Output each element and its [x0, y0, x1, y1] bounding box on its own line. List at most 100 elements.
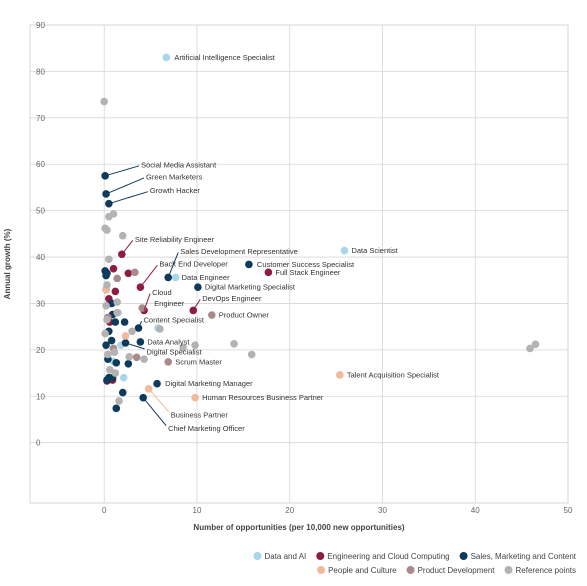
- point: [109, 264, 118, 273]
- point: [113, 308, 121, 317]
- point: [162, 53, 171, 62]
- leader-line: [104, 165, 140, 177]
- point: [103, 315, 111, 324]
- point: [100, 97, 109, 106]
- point: [112, 359, 121, 367]
- leader-line: [143, 293, 151, 311]
- x-tick-label: 40: [471, 506, 480, 515]
- point: [132, 353, 141, 362]
- y-tick-label: 30: [36, 299, 45, 308]
- point: [101, 172, 109, 180]
- legend-item: Reference points: [504, 566, 576, 575]
- point: [131, 268, 139, 277]
- legend-item: Sales, Marketing and Content: [459, 552, 577, 561]
- point-label: Data Engineer: [182, 273, 230, 282]
- legend-label: Data and AI: [264, 552, 306, 561]
- point: [191, 341, 199, 350]
- point-label: Human Resources Business Partner: [202, 393, 324, 402]
- point: [340, 246, 349, 255]
- leader-line: [167, 252, 179, 278]
- point: [136, 338, 145, 346]
- point: [103, 281, 111, 289]
- leader-line: [138, 320, 142, 329]
- point: [247, 350, 256, 359]
- legend-label: People and Culture: [328, 566, 397, 575]
- leader-line: [108, 191, 148, 205]
- leader-line: [125, 342, 145, 350]
- points: [100, 53, 540, 413]
- legend-item: Product Development: [406, 566, 496, 575]
- point: [156, 325, 164, 333]
- point: [208, 311, 216, 319]
- point-label: Digital Marketing Manager: [165, 379, 253, 388]
- legend-item: People and Culture: [317, 566, 397, 575]
- point-label: Social Media Assistant: [141, 160, 217, 169]
- point-label: Scrum Master: [175, 357, 222, 366]
- point: [153, 379, 161, 388]
- point-label: Sales Development Representative: [180, 247, 298, 256]
- point: [264, 268, 273, 277]
- point: [103, 376, 111, 384]
- point: [105, 366, 114, 374]
- legend-label: Reference points: [516, 566, 576, 575]
- legend-swatch: [316, 552, 325, 560]
- x-tick-label: 10: [193, 506, 202, 515]
- point-label: Business Partner: [171, 410, 229, 419]
- leader-line: [142, 397, 167, 426]
- y-axis-title: Annual growth (%): [3, 228, 12, 299]
- point: [125, 353, 134, 361]
- point: [101, 329, 109, 338]
- point-label: Site Reliability Engineer: [135, 235, 215, 244]
- point: [124, 269, 133, 278]
- point-label: Back End Developer: [159, 260, 228, 269]
- point-label: Customer Success Specialist: [257, 260, 355, 269]
- point-label: DevOps Engineer: [202, 294, 262, 303]
- point-label: Green Marketers: [146, 172, 203, 181]
- point: [104, 350, 112, 359]
- point: [191, 393, 199, 402]
- point-label: Data Analyst: [147, 337, 190, 346]
- point: [102, 301, 110, 310]
- point: [121, 332, 130, 340]
- point: [531, 340, 540, 349]
- point: [112, 404, 121, 413]
- legend-item: Engineering and Cloud Computing: [316, 552, 450, 561]
- point: [140, 355, 148, 363]
- point: [113, 274, 121, 283]
- y-tick-label: 10: [36, 392, 45, 401]
- point: [102, 271, 110, 280]
- y-tick-label: 60: [36, 160, 45, 169]
- point: [105, 199, 113, 208]
- point: [118, 231, 127, 240]
- leader-line: [148, 388, 170, 413]
- point: [171, 273, 180, 282]
- leader-line: [121, 239, 134, 255]
- x-tick-label: 0: [102, 506, 107, 515]
- point: [105, 255, 113, 264]
- y-tick-label: 40: [36, 253, 45, 262]
- point: [230, 340, 238, 348]
- point: [103, 226, 111, 234]
- y-tick-label: 80: [36, 67, 45, 76]
- point: [111, 369, 120, 377]
- labels: Artificial Intelligence Specialist Data E…: [104, 53, 440, 433]
- legend-label: Engineering and Cloud Computing: [327, 552, 449, 561]
- y-tick-label: 50: [36, 207, 45, 216]
- point: [109, 210, 118, 218]
- point-label: Artificial Intelligence Specialist: [174, 53, 275, 62]
- point: [526, 344, 534, 353]
- legend-label: Product Development: [418, 566, 496, 575]
- x-tick-label: 30: [378, 506, 387, 515]
- legend-swatch: [459, 552, 468, 560]
- legend-item: Data and AI: [253, 552, 306, 561]
- point-label: Talent Acquisition Specialist: [347, 370, 440, 379]
- point: [179, 343, 187, 352]
- point: [107, 336, 116, 345]
- point: [128, 327, 136, 336]
- point-label: Growth Hacker: [150, 186, 201, 195]
- point: [164, 358, 173, 366]
- point-label: Data Scientist: [351, 246, 398, 255]
- point: [336, 371, 344, 379]
- y-tick-label: 20: [36, 346, 45, 355]
- point: [113, 298, 121, 306]
